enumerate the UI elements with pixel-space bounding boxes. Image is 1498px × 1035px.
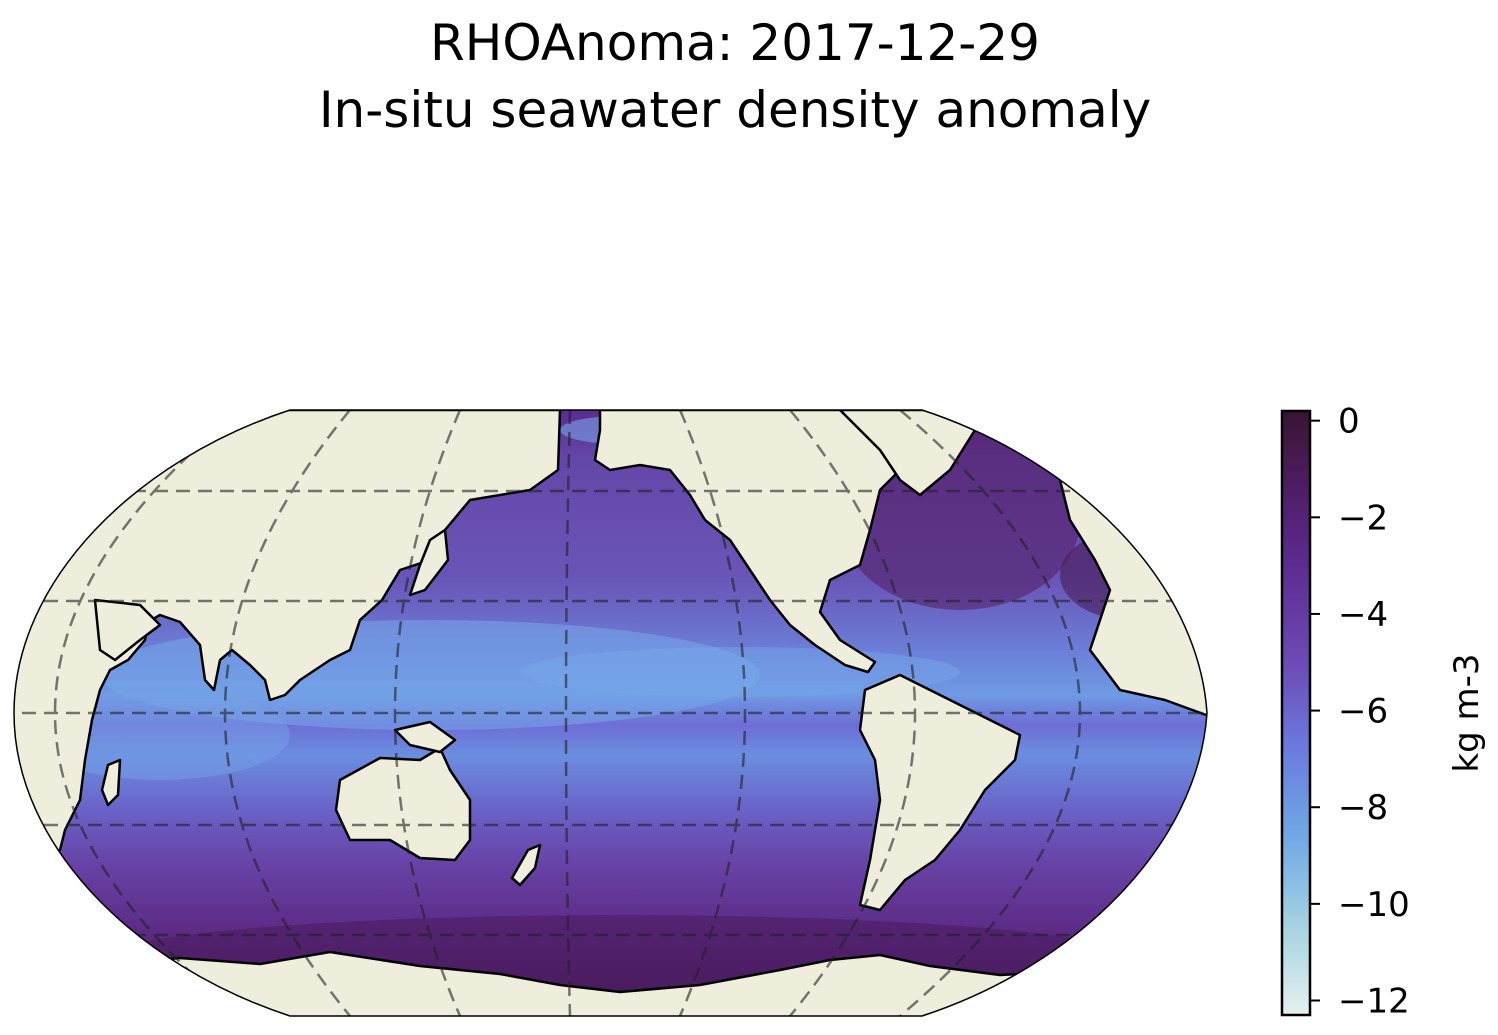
colorbar-tick-label: −6: [1338, 692, 1388, 732]
map-title: RHOAnoma: 2017-12-29: [430, 14, 1040, 72]
colorbar-label: kg m-3: [1447, 653, 1487, 772]
colorbar-gradient: [1280, 409, 1312, 1017]
meridian-line: [393, 410, 462, 1016]
colorbar-tick-label: 0: [1338, 402, 1360, 442]
colorbar-tick-label: −8: [1338, 788, 1388, 828]
map-subtitle: In-situ seawater density anomaly: [318, 81, 1152, 139]
graticule: [14, 410, 1207, 1016]
north-america: [593, 410, 927, 674]
madagascar: [100, 758, 122, 807]
meridian-line: [53, 410, 241, 1016]
japan: [408, 528, 450, 597]
meridian-line: [899, 410, 1082, 1016]
colorbar-tick-label: −12: [1338, 982, 1410, 1022]
colorbar-tick-label: −4: [1338, 595, 1388, 635]
arabia: [93, 598, 162, 662]
meridian-line: [223, 410, 351, 1016]
globe-outline: [13, 409, 1208, 1017]
new-zealand: [510, 843, 542, 887]
meridian-line: [789, 410, 917, 1016]
new-guinea: [393, 720, 457, 754]
australia: [334, 746, 472, 862]
meridian-line: [678, 410, 747, 1016]
colorbar-tick-label: −10: [1338, 885, 1410, 925]
colorbar-tick-label: −2: [1338, 498, 1388, 538]
colorbar: 0 −2 −4 −6 −8 −10 −12 kg m-3: [1280, 402, 1487, 1022]
